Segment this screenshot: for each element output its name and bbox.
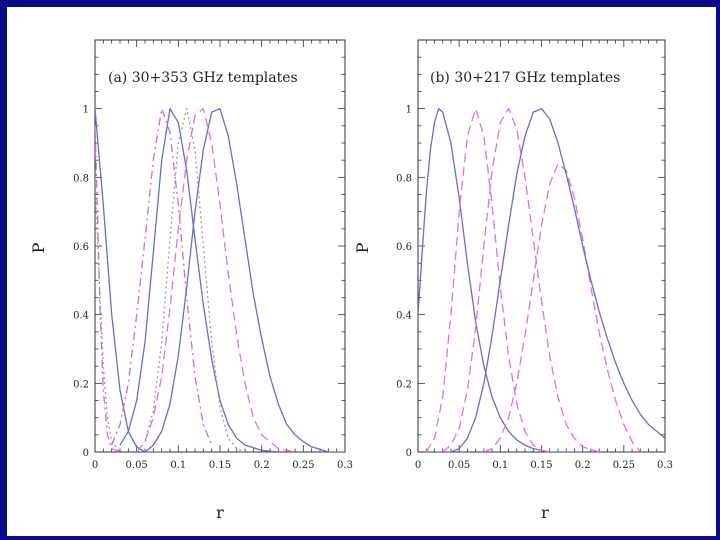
x-tick-label: 0.3 xyxy=(657,460,673,471)
x-tick-label: 0.25 xyxy=(292,460,314,471)
y-tick-label: 0.6 xyxy=(73,242,89,253)
series-line-dashed xyxy=(425,108,550,452)
series-line-dashed xyxy=(136,108,296,452)
series-line-solid xyxy=(144,108,345,452)
x-tick-label: 0.15 xyxy=(530,460,552,471)
y-tick-label: 0 xyxy=(406,448,412,459)
plot-frame xyxy=(94,39,346,453)
y-axis-title: P xyxy=(29,242,48,253)
series-line-solid xyxy=(434,108,665,452)
x-tick-label: 0.25 xyxy=(613,460,635,471)
y-tick-label: 0.2 xyxy=(396,379,412,390)
series-line-dotted xyxy=(144,108,246,452)
series-line-dashed xyxy=(483,162,641,452)
y-tick-label: 1 xyxy=(406,105,412,116)
x-tick-label: 0.05 xyxy=(448,460,470,471)
x-tick-label: 0 xyxy=(92,460,98,471)
series-line-solid xyxy=(95,108,162,452)
x-axis-title: r xyxy=(216,503,224,522)
series-line-dashed xyxy=(442,108,600,452)
y-tick-label: 0.8 xyxy=(73,173,89,184)
y-tick-label: 0.4 xyxy=(73,311,89,322)
series-line-solid xyxy=(119,108,279,452)
y-tick-label: 1 xyxy=(83,105,89,116)
x-tick-label: 0.1 xyxy=(170,460,186,471)
series-line-dotted xyxy=(95,177,121,452)
y-tick-label: 0.8 xyxy=(396,173,412,184)
series-line-solid xyxy=(418,108,583,452)
x-tick-label: 0.05 xyxy=(126,460,148,471)
x-tick-label: 0.1 xyxy=(492,460,508,471)
y-tick-label: 0 xyxy=(83,448,89,459)
x-tick-label: 0.2 xyxy=(254,460,270,471)
series-line-dashdot xyxy=(95,125,121,452)
x-axis-title: r xyxy=(541,503,549,522)
plot-frame xyxy=(417,39,666,453)
x-tick-label: 0.3 xyxy=(337,460,353,471)
x-tick-label: 0.2 xyxy=(575,460,591,471)
y-axis-title: P xyxy=(353,242,372,253)
panel-label: (a) 30+353 GHz templates xyxy=(108,70,298,86)
y-tick-label: 0.2 xyxy=(73,379,89,390)
panel-label: (b) 30+217 GHz templates xyxy=(430,70,620,86)
y-tick-label: 0.4 xyxy=(396,311,412,322)
y-tick-label: 0.6 xyxy=(396,242,412,253)
x-tick-label: 0 xyxy=(415,460,421,471)
x-tick-label: 0.15 xyxy=(209,460,231,471)
